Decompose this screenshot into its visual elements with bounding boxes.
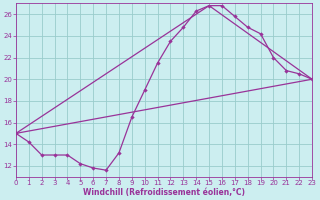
X-axis label: Windchill (Refroidissement éolien,°C): Windchill (Refroidissement éolien,°C) (83, 188, 245, 197)
